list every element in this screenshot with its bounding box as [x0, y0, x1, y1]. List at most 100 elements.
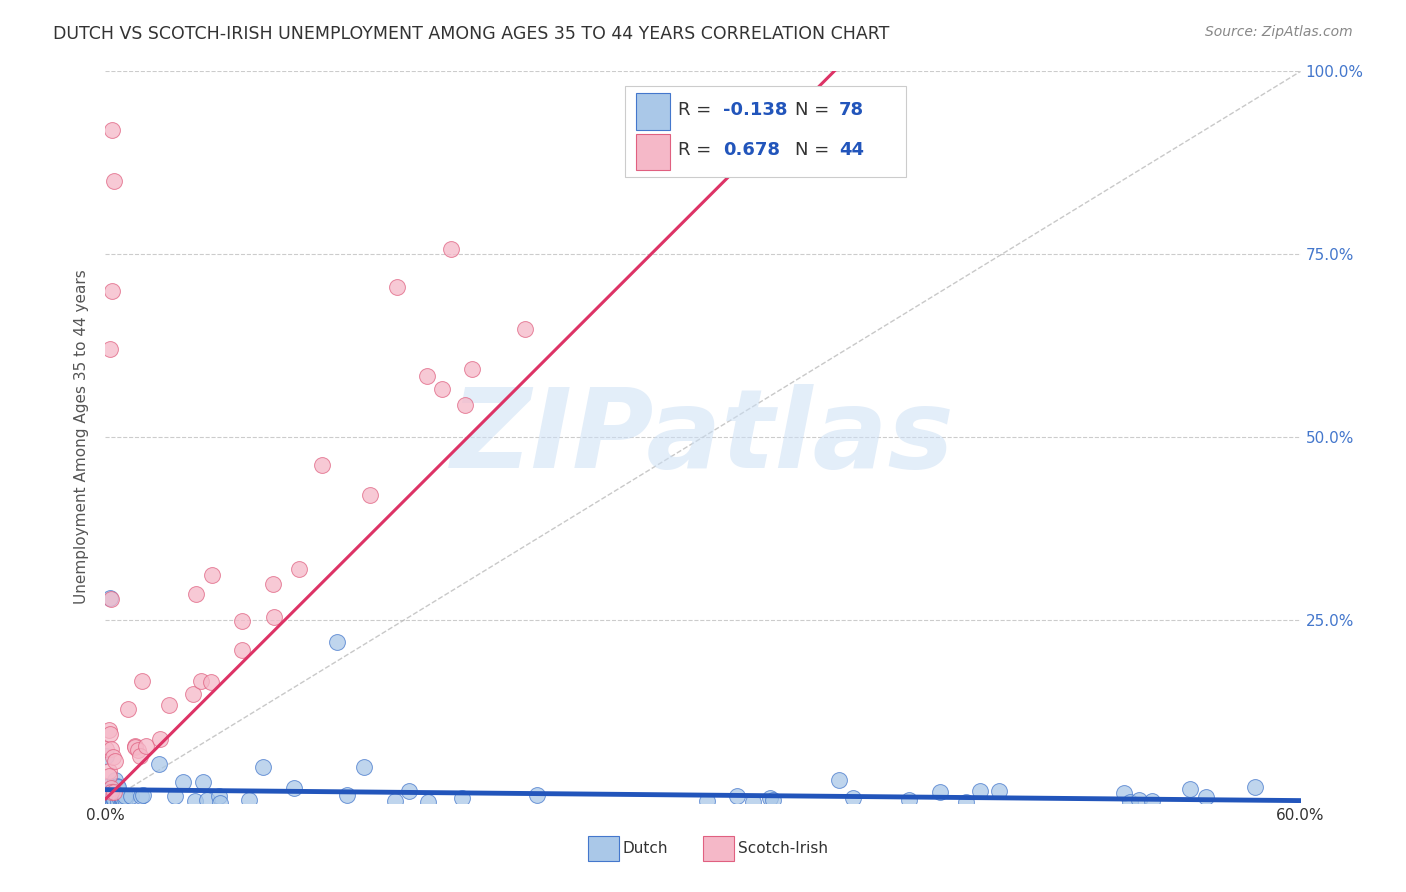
Point: [111, 794, 134, 808]
Point: [172, 775, 194, 789]
Point: [359, 488, 381, 502]
Point: [1128, 792, 1150, 806]
Point: [120, 789, 142, 803]
Point: [98, 591, 121, 605]
Point: [201, 568, 224, 582]
Point: [101, 780, 124, 794]
Point: [696, 794, 718, 808]
Point: [231, 643, 253, 657]
Point: [100, 785, 122, 799]
Text: 0.678: 0.678: [723, 141, 780, 160]
Point: [1140, 794, 1163, 808]
Point: [416, 369, 439, 384]
Text: Source: ZipAtlas.com: Source: ZipAtlas.com: [1205, 25, 1353, 39]
Point: [451, 791, 474, 805]
Point: [191, 775, 214, 789]
Point: [97, 723, 120, 738]
Point: [98, 785, 121, 799]
Point: [101, 750, 124, 764]
Text: N =: N =: [794, 141, 835, 160]
Point: [461, 362, 484, 376]
Point: [135, 739, 157, 753]
Point: [897, 793, 920, 807]
Point: [208, 796, 231, 810]
Text: DUTCH VS SCOTCH-IRISH UNEMPLOYMENT AMONG AGES 35 TO 44 YEARS CORRELATION CHART: DUTCH VS SCOTCH-IRISH UNEMPLOYMENT AMONG…: [53, 25, 890, 43]
Point: [101, 789, 124, 803]
Point: [104, 754, 127, 768]
Text: Dutch: Dutch: [623, 841, 668, 855]
Point: [311, 458, 333, 472]
Point: [148, 756, 170, 771]
Point: [969, 784, 991, 798]
Point: [107, 780, 129, 795]
Point: [98, 343, 121, 357]
Text: 78: 78: [839, 101, 865, 120]
Point: [184, 794, 207, 808]
Point: [127, 743, 149, 757]
Point: [287, 562, 309, 576]
Point: [1119, 796, 1142, 810]
Point: [107, 795, 129, 809]
Point: [725, 789, 748, 803]
Point: [124, 739, 146, 754]
Point: [117, 702, 139, 716]
Point: [1112, 786, 1135, 800]
Point: [104, 772, 127, 787]
Point: [97, 792, 120, 806]
Text: 44: 44: [839, 141, 865, 160]
Point: [114, 792, 136, 806]
Point: [101, 123, 124, 137]
Point: [98, 726, 121, 740]
Point: [759, 790, 782, 805]
Point: [103, 174, 125, 188]
Point: [157, 698, 180, 712]
Point: [398, 784, 420, 798]
Point: [101, 789, 124, 804]
Point: [231, 615, 253, 629]
Point: [96, 788, 118, 802]
Point: [98, 779, 121, 793]
Point: [97, 785, 120, 799]
Point: [841, 790, 863, 805]
Point: [129, 789, 152, 803]
Point: [100, 793, 122, 807]
Point: [207, 789, 229, 803]
Point: [103, 792, 125, 806]
Point: [200, 674, 222, 689]
Point: [131, 673, 153, 688]
Point: [100, 780, 122, 795]
Point: [454, 398, 477, 412]
Text: R =: R =: [678, 101, 717, 120]
Point: [101, 783, 124, 797]
Point: [100, 591, 122, 606]
FancyBboxPatch shape: [626, 86, 905, 178]
Point: [111, 792, 134, 806]
Point: [181, 688, 204, 702]
Point: [100, 794, 122, 808]
Point: [94, 748, 117, 763]
Point: [761, 793, 783, 807]
Point: [955, 795, 977, 809]
Point: [101, 795, 124, 809]
Text: -0.138: -0.138: [723, 101, 787, 120]
Point: [128, 749, 150, 764]
Point: [98, 796, 121, 810]
Point: [238, 793, 260, 807]
Point: [526, 789, 548, 803]
Point: [326, 635, 349, 649]
Point: [1180, 782, 1202, 797]
Point: [97, 764, 120, 778]
Point: [195, 793, 218, 807]
Point: [1195, 790, 1218, 805]
Point: [149, 731, 172, 746]
Point: [96, 742, 118, 756]
Point: [513, 322, 536, 336]
Point: [263, 610, 285, 624]
Point: [929, 785, 952, 799]
Point: [184, 587, 207, 601]
Point: [430, 382, 453, 396]
Point: [252, 760, 274, 774]
Point: [124, 739, 146, 753]
Point: [111, 792, 134, 806]
Point: [190, 673, 212, 688]
